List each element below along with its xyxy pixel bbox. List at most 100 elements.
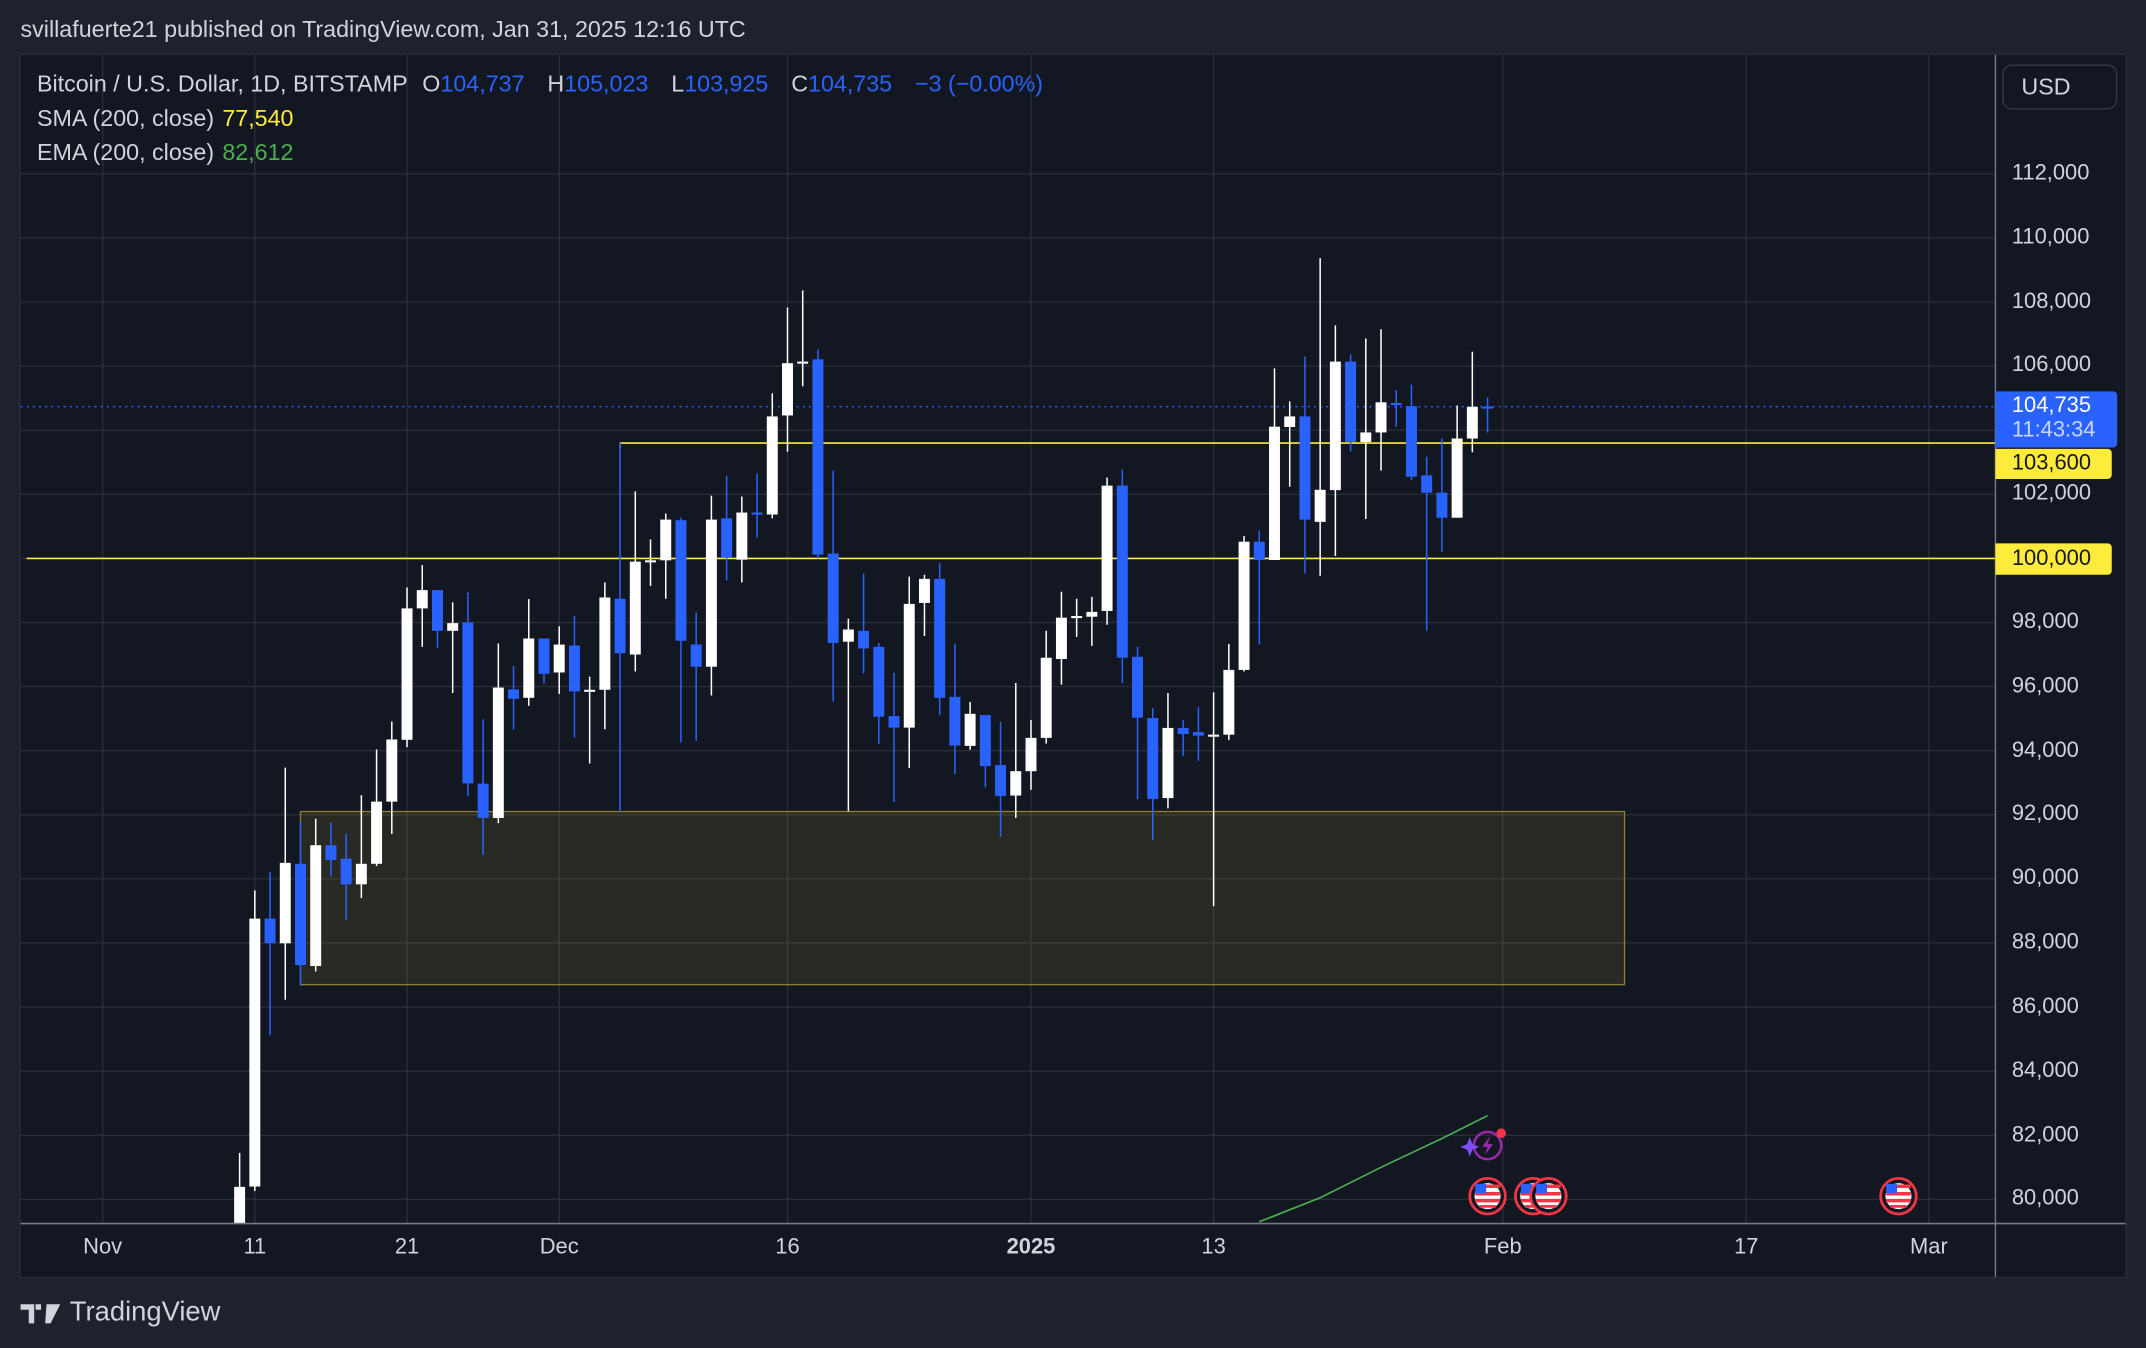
candle	[614, 441, 626, 812]
candle	[873, 642, 885, 744]
candle-body	[1284, 416, 1296, 427]
last-price-value: 104,735	[2011, 394, 2092, 418]
price-tick: 112,000	[2011, 161, 2090, 185]
us-flag-icon	[1529, 1176, 1568, 1216]
candle-body	[827, 553, 839, 643]
price-tick: 82,000	[2011, 1122, 2079, 1147]
candle	[1116, 469, 1128, 684]
candle-body	[1299, 416, 1311, 520]
candle	[310, 818, 322, 972]
candle-body	[751, 512, 763, 515]
candle	[995, 721, 1007, 837]
candle	[842, 618, 854, 812]
flag-canton	[1536, 1183, 1548, 1194]
candle	[1466, 351, 1478, 453]
candle	[629, 491, 641, 672]
ema-legend[interactable]: EMA (200, close) 82,612	[37, 140, 302, 167]
candle-body	[234, 1186, 246, 1224]
candle	[386, 721, 398, 835]
candle-body	[1040, 657, 1052, 738]
close-label: C	[791, 71, 809, 98]
candle-body	[462, 622, 474, 784]
price-tick: 86,000	[2011, 994, 2079, 1019]
candle-body	[675, 520, 687, 641]
candle-body	[1238, 541, 1250, 670]
candle-body	[979, 715, 991, 767]
time-tick: Mar	[1910, 1235, 1948, 1260]
candle	[279, 767, 291, 1000]
candle-body	[903, 603, 915, 728]
price-tick: 88,000	[2011, 930, 2079, 954]
flag-stripes	[1886, 1184, 1911, 1208]
candle-body	[873, 646, 885, 717]
flag-canton	[1886, 1183, 1898, 1194]
candle-body	[1162, 727, 1174, 799]
candle	[1299, 356, 1311, 574]
candle-body	[279, 862, 291, 944]
candle	[249, 890, 261, 1192]
candle	[1405, 384, 1417, 480]
tradingview-logo-icon	[20, 1303, 61, 1323]
price-tick: 108,000	[2011, 289, 2092, 313]
candle	[766, 393, 778, 519]
candle	[447, 602, 459, 693]
candle	[355, 795, 367, 899]
candle	[1010, 683, 1022, 818]
price-tick: 92,000	[2011, 802, 2079, 826]
currency-button[interactable]: USD	[2002, 64, 2118, 110]
tradingview-logo[interactable]: TradingView	[20, 1297, 221, 1328]
symbol-legend[interactable]: Bitcoin / U.S. Dollar, 1D, BITSTAMP O104…	[37, 71, 1051, 98]
time-tick: 16	[775, 1235, 800, 1260]
candle	[751, 473, 763, 538]
candle	[371, 749, 383, 867]
candle-body	[553, 644, 565, 673]
candle-body	[568, 645, 580, 692]
candle-body	[1132, 656, 1143, 718]
candle-body	[249, 918, 261, 1187]
candle	[858, 573, 870, 674]
price-tick: 90,000	[2011, 866, 2079, 890]
candle	[1132, 646, 1143, 800]
candle	[721, 475, 733, 581]
us-flag-icon	[1468, 1176, 1507, 1216]
candle	[325, 822, 337, 877]
candle	[949, 643, 961, 775]
candle-body	[782, 363, 793, 416]
candle-body	[1010, 771, 1022, 796]
candle-body	[325, 845, 337, 860]
candle-body	[797, 361, 809, 364]
candle	[264, 871, 276, 1036]
candle-body	[508, 689, 520, 699]
candle	[736, 496, 748, 583]
time-tick: Nov	[83, 1235, 123, 1260]
close-value: 104,735	[808, 71, 893, 98]
candles	[234, 258, 1494, 1224]
candle	[1086, 596, 1098, 646]
candle-body	[355, 863, 367, 885]
symbol-title: Bitcoin / U.S. Dollar, 1D, BITSTAMP	[36, 71, 408, 98]
sma-legend[interactable]: SMA (200, close) 77,540	[37, 105, 302, 132]
candle	[477, 719, 489, 856]
candle-body	[1360, 432, 1372, 443]
candle-body	[614, 598, 626, 654]
price-tick: 106,000	[2011, 353, 2092, 378]
candle	[690, 612, 702, 741]
candle-body	[812, 359, 824, 555]
candle-body	[1192, 732, 1204, 736]
ema-label: EMA (200, close)	[36, 139, 215, 166]
candle	[1329, 325, 1341, 556]
candle-body	[888, 716, 900, 728]
high-label: H	[547, 71, 565, 98]
flag-stripes	[1475, 1184, 1500, 1208]
candle	[1451, 405, 1463, 518]
candle-body	[1025, 737, 1037, 772]
candle-body	[1116, 485, 1128, 658]
time-tick: 21	[394, 1235, 420, 1260]
support-zone[interactable]	[299, 810, 1626, 986]
candle	[1375, 329, 1387, 471]
candle-body	[964, 713, 976, 746]
candle	[584, 676, 596, 764]
candle-body	[1345, 361, 1357, 443]
candle-body	[416, 590, 428, 609]
